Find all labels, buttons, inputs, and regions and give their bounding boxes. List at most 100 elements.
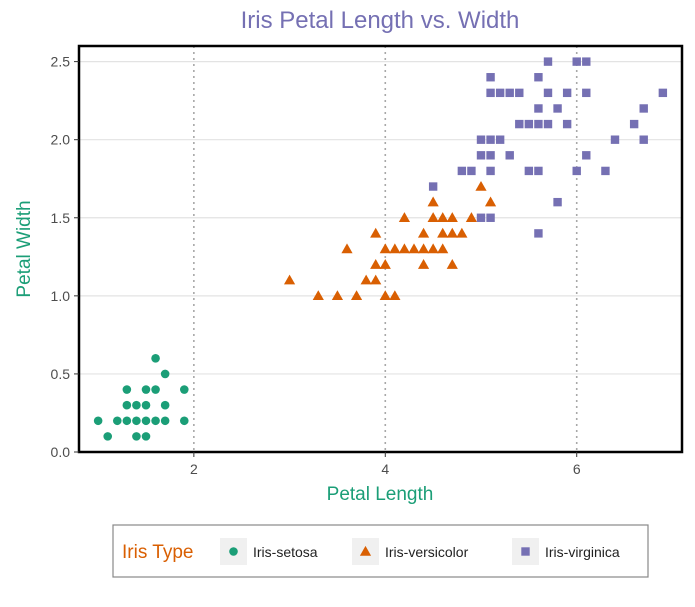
data-point [132,416,141,426]
data-point [486,73,495,82]
data-point [534,229,543,238]
data-point [562,88,572,98]
data-point [553,104,562,113]
data-point [582,57,591,66]
data-point [486,213,495,222]
data-point [370,274,382,285]
data-point [389,290,401,301]
data-point [283,274,296,285]
data-point [582,151,591,160]
data-point [103,432,113,441]
data-point [476,213,486,222]
data-point [122,400,132,410]
data-point [437,243,449,254]
data-point [639,135,648,144]
data-point [427,212,439,222]
data-point [370,259,382,269]
data-point [610,135,620,144]
data-point [350,290,363,301]
data-point [457,166,467,176]
plot-border [77,44,684,454]
data-point [417,227,430,238]
y-tick-label: 0.5 [51,366,71,382]
data-point [408,243,420,254]
x-tick-label: 6 [573,461,581,477]
data-point [495,135,505,144]
data-point [179,416,189,426]
data-point [389,243,401,254]
data-point [572,57,581,66]
data-point [132,432,141,441]
legend: Iris Type Iris-setosa Iris-versicolor Iris… [112,524,649,578]
y-axis-ticks: 0.0 0.5 1.0 1.5 2.0 2.5 [51,54,79,460]
data-point [524,119,534,129]
data-point [437,212,449,222]
data-point [179,385,189,394]
data-point [543,88,553,98]
data-point [562,119,572,129]
data-point [398,243,411,254]
legend-marker [521,547,530,556]
data-point [515,119,524,129]
data-point [379,243,391,254]
data-point [572,166,581,176]
data-point [141,385,151,394]
data-point [341,243,353,254]
data-point [505,88,514,98]
data-point [534,119,543,129]
legend-item: Iris-versicolor [352,538,469,565]
data-point [122,416,132,426]
series-iris-setosa [93,354,189,441]
legend-marker [229,547,238,556]
data-point [553,197,562,207]
chart-title: Iris Petal Length vs. Width [241,7,520,34]
data-point [486,166,495,176]
data-point [658,88,668,98]
data-point [428,182,438,191]
data-point [151,416,160,426]
y-tick-label: 1.0 [51,288,71,304]
y-tick-label: 1.5 [51,210,71,226]
legend-label: Iris-virginica [545,544,620,560]
data-point [446,227,458,238]
data-point [132,400,141,410]
x-tick-label: 2 [190,461,198,477]
y-tick-label: 2.5 [51,54,71,70]
grid-lines [79,46,682,453]
data-point [543,57,553,66]
series-iris-versicolor [283,180,497,301]
data-point [524,166,534,176]
data-point [370,227,382,238]
data-point [160,416,170,426]
data-point [141,416,151,426]
data-point [122,385,132,394]
data-point [112,416,122,426]
data-point [417,259,430,269]
data-point [601,166,610,176]
data-points [93,57,668,441]
data-point [515,88,524,98]
data-point [456,227,468,238]
data-point [476,151,486,160]
legend-marker [359,545,372,556]
data-point [495,88,505,98]
data-point [141,432,151,441]
data-point [379,259,391,269]
legend-item: Iris-setosa [220,538,318,565]
y-axis-title: Petal Width [14,200,35,297]
data-point [484,196,497,207]
data-point [417,243,430,254]
data-point [486,135,495,144]
legend-box [112,524,649,578]
x-axis-ticks: 2 4 6 [190,452,581,477]
data-point [427,243,439,254]
data-point [534,166,543,176]
data-point [141,400,151,410]
data-point [398,212,411,222]
legend-label: Iris-versicolor [385,544,469,560]
data-point [629,119,639,129]
data-point [467,166,476,176]
data-point [379,290,391,301]
data-point [475,180,487,191]
